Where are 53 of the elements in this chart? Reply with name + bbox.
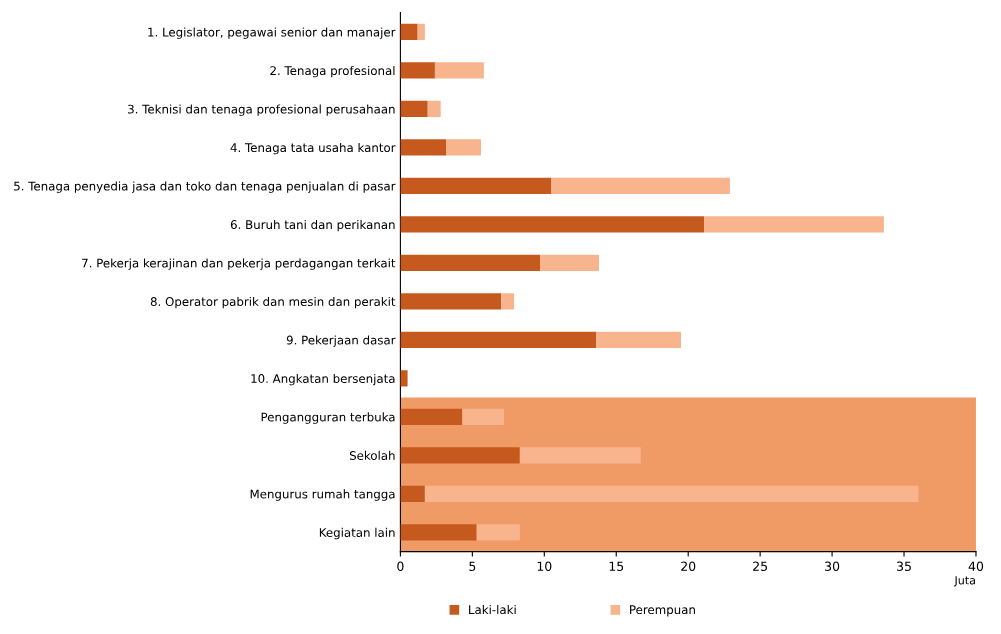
x-tick-label: 10 <box>537 561 552 571</box>
y-tick-label: 3. Teknisi dan tenaga profesional perusahaan <box>128 104 395 116</box>
y-tick-label: 9. Pekerjaan dasar <box>286 335 396 347</box>
y-tick-label: 8. Operator pabrik dan mesin dan perakit <box>150 296 396 309</box>
bar <box>551 177 730 194</box>
bar <box>519 447 641 464</box>
bar <box>400 23 418 41</box>
x-tick-label: 25 <box>753 561 767 571</box>
x-tick-label: 5 <box>469 561 476 571</box>
bar <box>400 100 428 117</box>
bar <box>424 485 919 502</box>
bar <box>400 293 502 310</box>
bar <box>427 100 441 117</box>
y-tick-label: Sekolah <box>349 450 395 460</box>
x-tick-label: 40 <box>968 561 984 571</box>
bar <box>462 408 504 425</box>
y-tick-label: Pengangguran terbuka <box>261 412 395 424</box>
bar <box>704 216 884 233</box>
bar <box>400 62 435 79</box>
bar <box>446 139 481 156</box>
bar <box>400 447 520 464</box>
y-tick-label: 10. Angkatan bersenjata <box>251 373 395 386</box>
bar <box>400 370 408 387</box>
y-tick-label: Mengurus rumah tangga <box>250 489 395 501</box>
bar <box>434 62 484 79</box>
x-tick-label: 30 <box>825 561 840 571</box>
y-tick-label: 6. Buruh tani dan perikanan <box>230 219 395 232</box>
y-tick-label: 1. Legislator, pegawai senior dan manajer <box>148 27 396 39</box>
bar <box>400 408 463 425</box>
bar <box>417 23 425 41</box>
x-tick-label: 35 <box>897 561 911 571</box>
bar <box>400 177 552 194</box>
x-tick-label: 0 <box>397 561 404 571</box>
bar <box>400 216 705 233</box>
x-axis-title: Juta <box>953 576 975 587</box>
legend-label: Perempuan <box>630 605 695 617</box>
x-tick-label: 20 <box>681 561 696 571</box>
bar <box>501 293 515 310</box>
y-tick-label: 7. Pekerja kerajinan dan pekerja perdagangan terkait <box>82 258 396 270</box>
legend-label: Laki-laki <box>469 604 516 615</box>
bar <box>400 139 447 156</box>
y-tick-label: 5. Tenaga penyedia jasa dan toko dan tenaga penjualan di pasar <box>14 181 396 193</box>
y-tick-label: 2. Tenaga profesional <box>270 65 395 78</box>
y-tick-label: 4. Tenaga tata usaha kantor <box>230 142 396 155</box>
bar <box>476 524 520 541</box>
bar <box>400 331 597 348</box>
bar <box>596 331 681 348</box>
x-tick-label: 15 <box>609 561 624 571</box>
bar <box>400 485 425 502</box>
y-tick-label: Kegiatan lain <box>319 527 395 540</box>
bar <box>400 524 477 541</box>
bar <box>400 254 540 271</box>
bar <box>539 254 599 271</box>
